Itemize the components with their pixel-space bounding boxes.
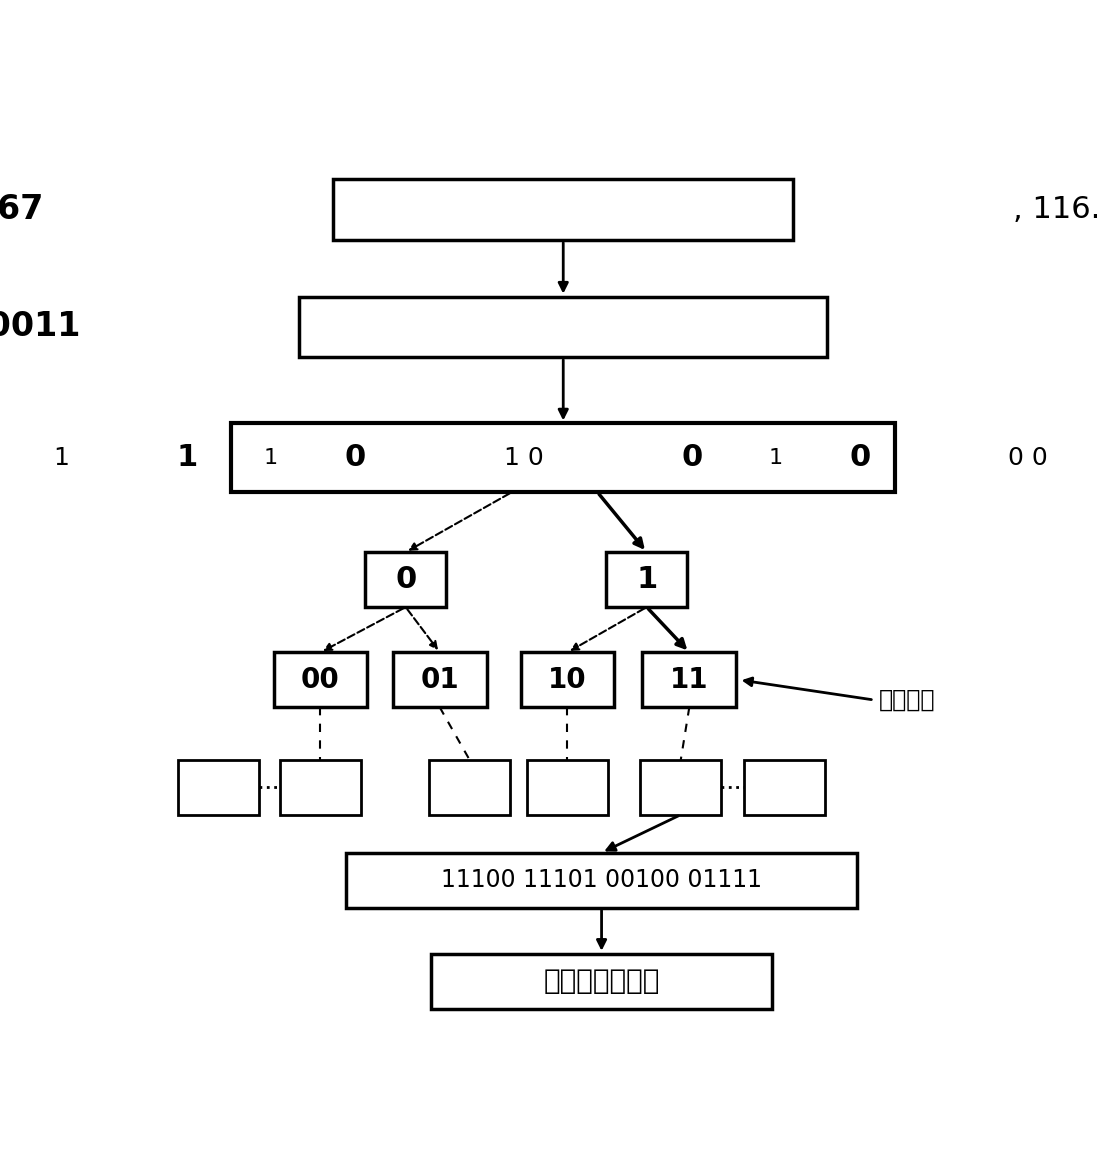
FancyBboxPatch shape <box>521 652 614 707</box>
FancyBboxPatch shape <box>641 760 721 814</box>
FancyBboxPatch shape <box>274 652 367 707</box>
FancyBboxPatch shape <box>299 296 828 357</box>
Text: 1: 1 <box>176 443 198 472</box>
Text: 11100 11101 00100 01111: 11100 11101 00100 01111 <box>441 868 762 892</box>
Text: 1: 1 <box>636 565 657 595</box>
FancyBboxPatch shape <box>231 423 896 492</box>
Text: 0: 0 <box>850 443 870 472</box>
FancyBboxPatch shape <box>431 954 771 1008</box>
Text: 0: 0 <box>681 443 702 472</box>
Text: 1 0: 1 0 <box>503 445 543 470</box>
Text: 1: 1 <box>264 448 278 468</box>
Text: 11: 11 <box>670 666 709 693</box>
FancyBboxPatch shape <box>333 180 793 240</box>
Text: 10: 10 <box>548 666 587 693</box>
FancyBboxPatch shape <box>643 652 736 707</box>
FancyBboxPatch shape <box>429 760 510 814</box>
Text: 39.928167: 39.928167 <box>0 193 44 226</box>
Text: 0: 0 <box>344 443 366 472</box>
Text: 0: 0 <box>395 565 417 595</box>
FancyBboxPatch shape <box>346 853 857 907</box>
Text: 迭代划分: 迭代划分 <box>878 689 935 712</box>
Text: 停放点存储区域: 停放点存储区域 <box>543 967 659 995</box>
Text: 01: 01 <box>421 666 459 693</box>
FancyBboxPatch shape <box>280 760 360 814</box>
FancyBboxPatch shape <box>607 552 687 607</box>
FancyBboxPatch shape <box>365 552 446 607</box>
Text: 00: 00 <box>301 666 340 693</box>
FancyBboxPatch shape <box>744 760 825 814</box>
Text: , 116.389550): , 116.389550) <box>1013 195 1099 224</box>
FancyBboxPatch shape <box>528 760 608 814</box>
FancyBboxPatch shape <box>178 760 258 814</box>
Text: 1: 1 <box>769 448 782 468</box>
Text: 10111 00011: 10111 00011 <box>0 310 80 343</box>
FancyBboxPatch shape <box>393 652 487 707</box>
Text: 1: 1 <box>46 445 70 470</box>
Text: 0 0: 0 0 <box>1009 445 1048 470</box>
